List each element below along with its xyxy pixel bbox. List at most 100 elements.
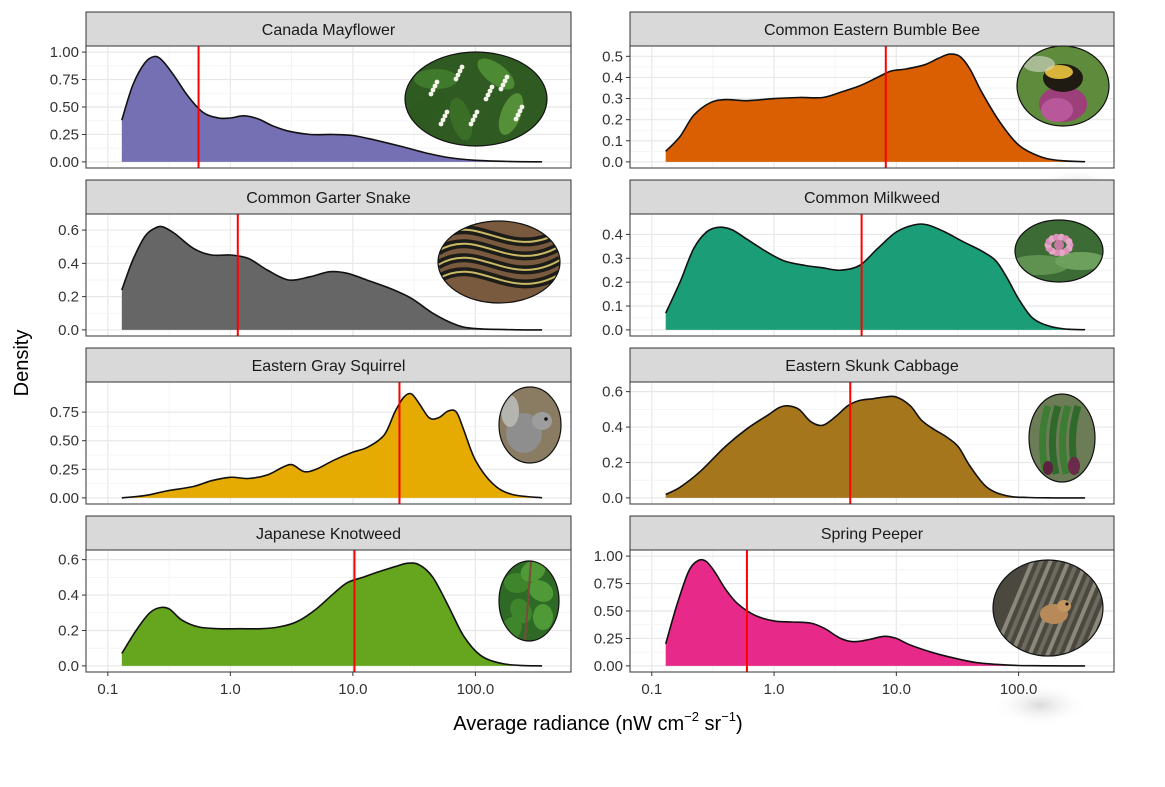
species-photo-snake	[438, 221, 560, 303]
y-tick-label: 0.2	[602, 112, 623, 129]
x-axis-title-exp2: −1	[721, 709, 736, 724]
strip-japanese-knotweed	[85, 515, 572, 551]
x-tick-label: 100.0	[457, 681, 495, 698]
density-line	[121, 562, 543, 667]
strip-common-milkweed	[629, 179, 1115, 215]
species-photo-milkweed	[1015, 220, 1103, 282]
panel-japanese-knotweed: Japanese Knotweed 0.0 0.2 0.4 0.6 0.1 1.0 10.0 1…	[58, 515, 572, 698]
density-line	[664, 558, 1086, 667]
y-tick-label: 0.6	[58, 552, 79, 569]
strip-label: Spring Peeper	[821, 526, 924, 543]
species-photo-frame	[498, 560, 560, 642]
x-axis-title-exp1: −2	[684, 709, 699, 724]
y-tick-label: 0.00	[50, 154, 79, 171]
panel-eastern-gray-squirrel: Eastern Gray Squirrel 0.00 0.25 0.50 0.75	[50, 347, 572, 507]
y-tick-label: 0.50	[594, 603, 623, 620]
strip-canada-mayflower	[85, 11, 572, 47]
y-tick-label: 0.75	[594, 576, 623, 593]
density-area	[121, 563, 543, 666]
strip-spring-peeper	[629, 515, 1115, 551]
y-tick-label: 0.4	[602, 226, 623, 243]
y-tick-label: 1.00	[50, 44, 79, 61]
density-area	[665, 559, 1086, 666]
y-tick-label: 0.1	[602, 133, 623, 150]
x-tick-label: 0.1	[97, 681, 118, 698]
species-photo-frame	[992, 559, 1104, 657]
y-tick-label: 0.6	[58, 222, 79, 239]
y-tick-label: 0.3	[602, 91, 623, 108]
y-tick-label: 0.4	[602, 419, 623, 436]
density-line	[665, 53, 1086, 163]
strip-eastern-skunk-cabbage	[629, 347, 1115, 383]
y-tick-label: 0.25	[50, 126, 79, 143]
y-tick-label: 0.50	[50, 433, 79, 450]
panel-common-milkweed: Common Milkweed 0.0 0.1 0.2 0.3 0.4	[602, 179, 1115, 339]
strip-label: Canada Mayflower	[262, 22, 396, 39]
panel-border	[629, 381, 1115, 505]
axis-titles: Density Average radiance (nW cm−2 sr−1)	[11, 330, 743, 735]
strip-label: Common Garter Snake	[246, 190, 411, 207]
species-photo-knotweed	[499, 561, 559, 641]
x-axis-title-main: Average radiance (nW cm	[453, 713, 684, 735]
y-tick-label: 0.2	[58, 289, 79, 306]
y-tick-label: 0.4	[58, 255, 79, 272]
density-area	[121, 56, 543, 162]
x-tick-label: 10.0	[882, 681, 911, 698]
y-tick-label: 0.5	[602, 48, 623, 65]
strip-label: Common Eastern Bumble Bee	[764, 22, 980, 39]
panel-border	[85, 381, 572, 505]
strip-label: Eastern Gray Squirrel	[252, 358, 406, 375]
density-area	[121, 393, 543, 498]
panel-common-garter-snake: Common Garter Snake 0.0 0.2 0.4 0.6	[58, 179, 572, 339]
panel-border	[85, 549, 572, 673]
y-tick-label: 0.25	[594, 630, 623, 647]
y-tick-label: 0.0	[58, 322, 79, 339]
panel-eastern-skunk-cabbage: Eastern Skunk Cabbage 0.0 0.2 0.4 0.6	[602, 347, 1115, 507]
density-area	[121, 226, 543, 330]
strip-common-eastern-bumble-bee	[629, 11, 1115, 47]
y-tick-label: 0.2	[602, 274, 623, 291]
y-tick-label: 0.75	[50, 404, 79, 421]
species-photo-frame	[498, 386, 562, 464]
strip-common-garter-snake	[85, 179, 572, 215]
y-tick-label: 1.00	[594, 548, 623, 565]
y-tick-label: 0.50	[50, 99, 79, 116]
y-tick-label: 0.6	[602, 384, 623, 401]
species-photo-peeper	[993, 560, 1103, 656]
species-photo-bumblebee	[1017, 46, 1109, 126]
x-axis-title-end: )	[736, 713, 743, 735]
y-tick-label: 0.3	[602, 250, 623, 267]
x-axis-title: Average radiance (nW cm−2 sr−1)	[453, 709, 742, 735]
panel-common-eastern-bumble-bee: Common Eastern Bumble Bee 0.0 0.1 0.2 0.3 0.4…	[602, 11, 1115, 171]
strip-eastern-gray-squirrel	[85, 347, 572, 383]
facet-panels: Canada Mayflower 0.00 0.25 0.50 0.75 1.00 Comm…	[50, 11, 1120, 727]
x-tick-label: 0.1	[641, 681, 662, 698]
y-tick-label: 0.1	[602, 298, 623, 315]
x-tick-label: 100.0	[1000, 681, 1038, 698]
species-photo-skunkcabbage	[1029, 394, 1095, 482]
density-area	[665, 54, 1086, 162]
y-tick-label: 0.25	[50, 461, 79, 478]
strip-label: Japanese Knotweed	[256, 526, 401, 543]
x-axis-title-mid: sr	[699, 713, 722, 735]
y-axis-title: Density	[11, 330, 33, 397]
density-line	[121, 225, 543, 331]
panel-border	[629, 45, 1115, 169]
y-tick-label: 0.4	[602, 69, 623, 86]
panel-border	[629, 213, 1115, 337]
y-tick-label: 0.0	[58, 658, 79, 675]
y-tick-label: 0.0	[602, 154, 623, 171]
density-line	[665, 395, 1086, 499]
x-tick-label: 10.0	[338, 681, 367, 698]
y-tick-label: 0.75	[50, 72, 79, 89]
y-tick-label: 0.0	[602, 490, 623, 507]
panel-spring-peeper: Spring Peeper 0.00 0.25 0.50 0.75 1.00 0.1 1.0 1…	[594, 515, 1115, 698]
species-photo-squirrel	[499, 387, 561, 463]
y-tick-label: 0.4	[58, 587, 79, 604]
x-tick-label: 1.0	[220, 681, 241, 698]
y-tick-label: 0.00	[594, 658, 623, 675]
species-photo-mayflower	[405, 52, 547, 146]
y-tick-label: 0.0	[602, 322, 623, 339]
density-area	[665, 396, 1086, 498]
species-photo-frame	[1014, 219, 1104, 283]
